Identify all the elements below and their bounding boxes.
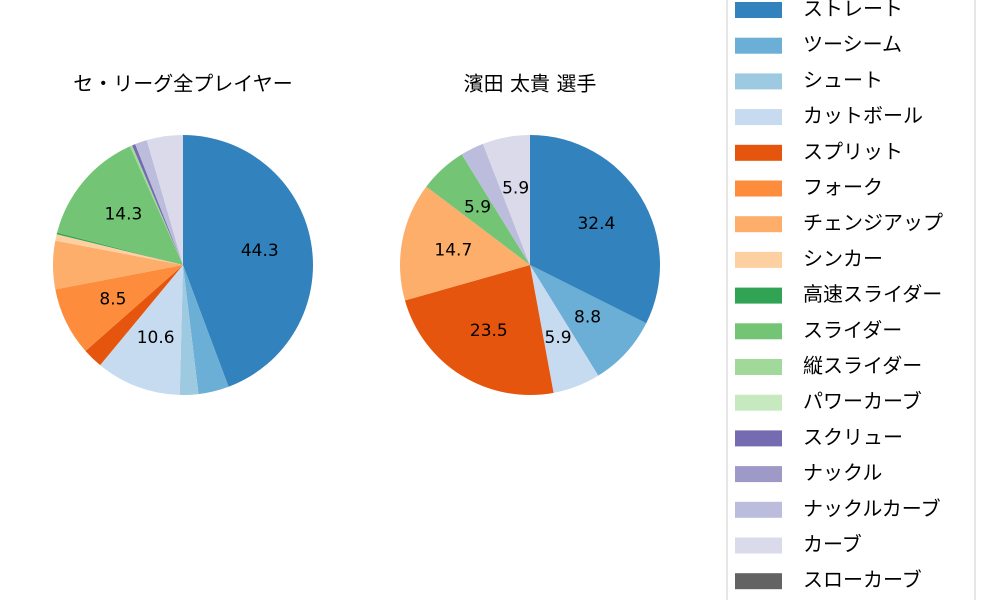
pie-slice bbox=[530, 265, 647, 376]
legend-label: フォーク bbox=[803, 175, 883, 199]
pie-slice bbox=[183, 265, 229, 395]
legend-swatch bbox=[735, 430, 782, 447]
data-label: 10.6 bbox=[137, 328, 175, 348]
data-label: 5.9 bbox=[464, 197, 491, 217]
legend-label: スライダー bbox=[803, 318, 902, 342]
legend-swatch bbox=[735, 573, 782, 590]
pie-slice bbox=[55, 234, 183, 265]
data-label: 8.5 bbox=[99, 289, 126, 309]
chart-title: セ・リーグ全プレイヤー bbox=[73, 72, 292, 96]
legend-label: スクリュー bbox=[803, 425, 903, 449]
legend-box bbox=[726, 0, 976, 600]
pie-slice bbox=[132, 144, 183, 265]
legend-label: パワーカーブ bbox=[803, 389, 922, 413]
pie-slice bbox=[129, 145, 183, 265]
legend-label: シュート bbox=[803, 68, 883, 92]
legend-swatch bbox=[735, 2, 782, 18]
data-label: 14.7 bbox=[434, 241, 472, 261]
data-label: 23.5 bbox=[470, 321, 508, 341]
legend-label: ストレート bbox=[803, 0, 903, 21]
legend-label: ナックルカーブ bbox=[803, 496, 941, 520]
pie-slice bbox=[57, 146, 183, 265]
pie-slice bbox=[530, 265, 599, 393]
legend-swatch bbox=[735, 180, 782, 197]
legend-swatch bbox=[735, 287, 782, 304]
pie-slice bbox=[530, 135, 660, 324]
data-label: 44.3 bbox=[241, 241, 279, 261]
legend-label: ツーシーム bbox=[803, 32, 902, 56]
legend-swatch bbox=[735, 144, 782, 161]
legend-label: 縦スライダー bbox=[803, 354, 922, 378]
legend-label: シンカー bbox=[803, 246, 883, 270]
legend-swatch bbox=[735, 359, 782, 375]
legend-label: スプリット bbox=[803, 139, 903, 163]
legend-label: ナックル bbox=[803, 461, 882, 485]
pie-slice bbox=[85, 265, 183, 366]
legend-swatch bbox=[735, 109, 782, 126]
legend-swatch bbox=[735, 501, 782, 518]
data-label: 32.4 bbox=[577, 214, 615, 234]
chart-title: 濱田 太貴 選手 bbox=[464, 72, 597, 96]
pie-slice bbox=[400, 186, 530, 301]
data-label: 5.9 bbox=[545, 328, 572, 348]
legend-swatch bbox=[735, 466, 782, 483]
pie-slice bbox=[482, 135, 530, 265]
legend-swatch bbox=[735, 537, 782, 554]
legend-swatch bbox=[735, 251, 782, 268]
legend-label: スローカーブ bbox=[803, 568, 922, 592]
pie-slice bbox=[100, 265, 183, 395]
pie-slice bbox=[146, 135, 183, 265]
legend-swatch bbox=[735, 37, 782, 54]
pie-slice bbox=[461, 143, 530, 265]
legend-swatch bbox=[735, 216, 782, 233]
data-label: 5.9 bbox=[502, 178, 529, 198]
pie-slice bbox=[53, 240, 183, 290]
pie-slice bbox=[56, 232, 183, 265]
legend-swatch bbox=[735, 323, 782, 340]
pie-slice bbox=[55, 265, 183, 351]
legend-label: 高速スライダー bbox=[803, 282, 942, 306]
data-label: 14.3 bbox=[104, 205, 142, 225]
pie-slice bbox=[426, 154, 530, 265]
pie-slice bbox=[183, 135, 314, 387]
pie-slice bbox=[179, 265, 199, 395]
legend-swatch bbox=[735, 394, 782, 411]
data-label: 8.8 bbox=[574, 308, 601, 328]
legend-label: チェンジアップ bbox=[803, 211, 943, 235]
legend-swatch bbox=[735, 73, 782, 90]
pie-slice bbox=[135, 140, 183, 265]
legend-label: カーブ bbox=[803, 532, 862, 556]
pie-slice bbox=[404, 265, 554, 395]
legend-label: カットボール bbox=[803, 104, 923, 128]
